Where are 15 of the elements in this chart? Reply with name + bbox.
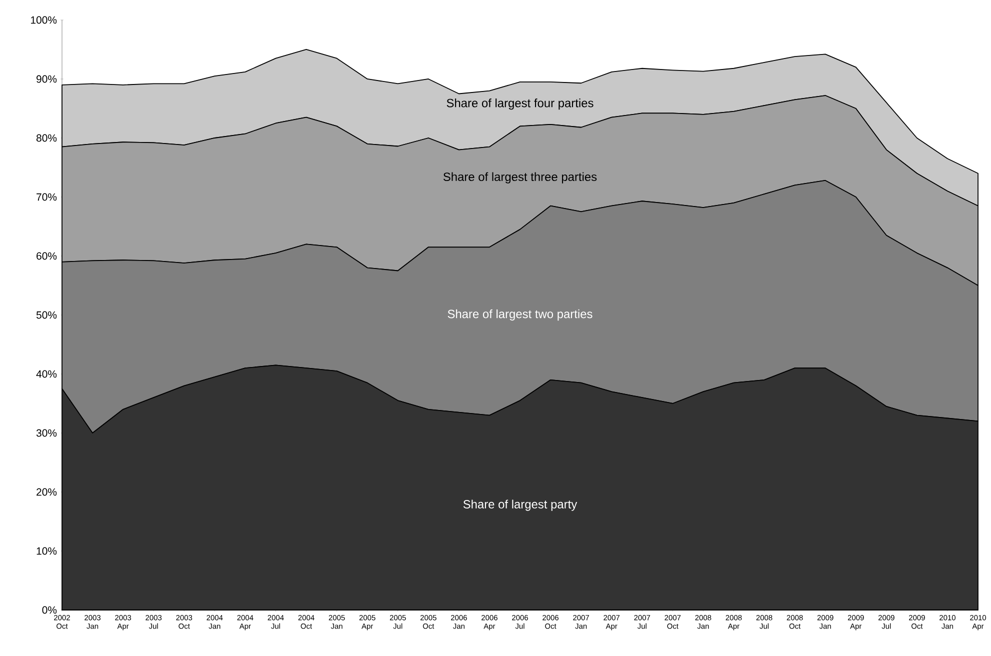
y-tick-label: 50%: [36, 311, 57, 319]
series-label: Share of largest two parties: [448, 309, 592, 321]
series-label: Share of largest three parties: [443, 172, 597, 184]
series-label: Share of largest party: [463, 500, 578, 511]
y-tick-label: 100%: [31, 16, 57, 24]
y-tick-label: 40%: [36, 370, 57, 378]
y-tick-label: 70%: [36, 193, 57, 201]
y-tick-label: 0%: [42, 606, 57, 614]
series-label: Share of largest four parties: [446, 98, 594, 110]
y-tick-label: 60%: [36, 252, 57, 260]
y-tick-label: 90%: [36, 75, 57, 83]
y-tick-label: 20%: [36, 488, 57, 496]
y-tick-label: 30%: [36, 429, 57, 437]
y-tick-label: 80%: [36, 134, 57, 142]
y-tick-label: 10%: [36, 547, 57, 555]
